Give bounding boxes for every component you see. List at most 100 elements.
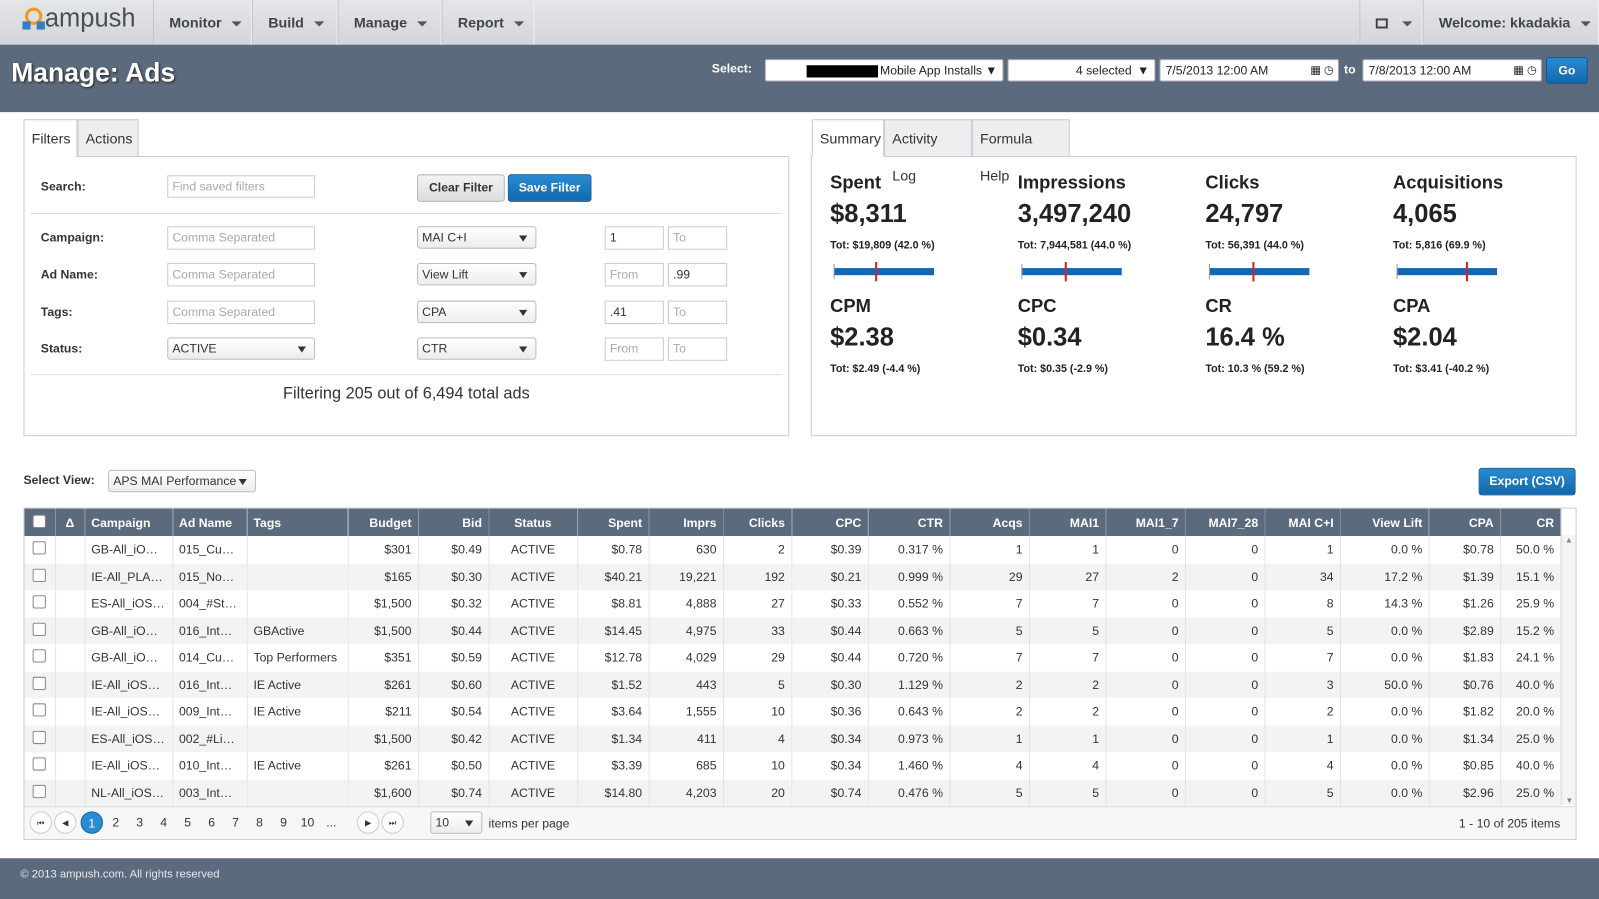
column-header[interactable]: MAI C+I (1264, 508, 1341, 537)
clear-filter-button[interactable]: Clear Filter (417, 174, 505, 202)
export-button[interactable]: Export (CSV) (1478, 467, 1576, 496)
range-from[interactable]: From (604, 262, 664, 287)
group-select[interactable]: 4 selected ▼ (1007, 59, 1156, 82)
date-to[interactable]: 7/8/2013 12:00 AM ▦ ◷ (1362, 59, 1542, 82)
summary-panel (810, 155, 1577, 437)
column-header[interactable]: Ad Name (172, 508, 248, 537)
filter-input[interactable]: Comma Separated (167, 300, 316, 325)
range-to[interactable]: To (667, 226, 728, 250)
page-link[interactable]: 5 (184, 815, 192, 830)
column-header[interactable]: Spent (577, 508, 650, 537)
tab[interactable]: Activity Log (884, 119, 972, 183)
checkbox[interactable] (32, 595, 47, 609)
checkbox[interactable] (32, 703, 47, 717)
checkbox[interactable] (32, 676, 47, 690)
save-filter-button[interactable]: Save Filter (507, 174, 592, 202)
range-to[interactable]: To (667, 300, 728, 325)
filter-input[interactable]: Comma Separated (167, 262, 316, 287)
checkbox[interactable] (32, 730, 47, 744)
column-header[interactable]: CR (1500, 508, 1562, 537)
scrollbar[interactable]: ▲ ▼ (1561, 535, 1576, 806)
page-link[interactable]: 7 (232, 815, 239, 830)
column-header[interactable]: CPC (791, 508, 869, 537)
last-page[interactable]: ⏭ (381, 811, 404, 834)
user-menu[interactable]: Welcome: kkadakia (1422, 0, 1599, 45)
nav-menu[interactable]: Build (251, 0, 338, 45)
column-header[interactable]: Clicks (723, 508, 793, 537)
column-header[interactable]: Tags (246, 508, 349, 537)
metric-select[interactable]: CPA (417, 300, 537, 324)
first-page[interactable]: ⏮ (29, 811, 53, 834)
range-from[interactable]: From (604, 337, 664, 361)
go-button[interactable]: Go (1545, 57, 1588, 84)
tab[interactable]: Formula Help (971, 119, 1070, 183)
search-input[interactable]: Find saved filters (167, 175, 316, 198)
checkbox[interactable] (32, 568, 47, 582)
tab[interactable]: Filters (23, 119, 78, 157)
column-header[interactable]: Status (488, 508, 578, 537)
metric-label: CPA (1393, 295, 1431, 316)
column-header[interactable]: Imprs (648, 508, 724, 537)
logo[interactable]: ampush (44, 4, 136, 33)
column-header[interactable]: MAI7_28 (1185, 508, 1266, 537)
account-select[interactable]: Mobile App Installs ▼ (764, 59, 1004, 82)
page-link[interactable]: 3 (136, 815, 144, 830)
nav-menu[interactable]: Monitor (152, 0, 252, 45)
table-cell: ACTIVE (488, 779, 578, 807)
checkbox[interactable] (32, 541, 47, 555)
column-header[interactable]: CPA (1428, 508, 1501, 537)
metric-total: Tot: $3.41 (-40.2 %) (1393, 362, 1490, 376)
table-cell: 25.0 % (1500, 779, 1562, 807)
column-header[interactable]: MAI1 (1029, 508, 1107, 537)
page-link[interactable]: 9 (280, 815, 287, 830)
metric-value: 4,065 (1393, 199, 1457, 229)
page-link[interactable]: 10 (300, 815, 315, 830)
range-to[interactable]: To (667, 337, 728, 361)
column-header[interactable]: Acqs (949, 508, 1030, 537)
metric-select[interactable]: MAI C+I (417, 226, 537, 249)
range-from[interactable]: 1 (604, 226, 664, 250)
filter-input[interactable]: Comma Separated (167, 226, 316, 250)
select-all-cell[interactable] (24, 508, 56, 537)
tab[interactable]: Actions (77, 119, 139, 156)
table-cell: 4,888 (648, 590, 724, 618)
tab[interactable]: Summary (811, 119, 885, 157)
checkbox[interactable] (32, 622, 47, 636)
next-page[interactable]: ▶ (356, 811, 380, 834)
date-from[interactable]: 7/5/2013 12:00 AM ▦ ◷ (1159, 59, 1339, 82)
checkbox[interactable] (32, 649, 47, 663)
checkbox[interactable] (32, 757, 47, 771)
page-link[interactable]: 6 (208, 815, 216, 830)
table-cell: IE Active (246, 752, 349, 780)
metric-select[interactable]: View Lift (417, 262, 537, 286)
column-header[interactable]: Budget (347, 508, 419, 537)
checkbox[interactable] (32, 514, 47, 528)
column-header[interactable]: Bid (418, 508, 490, 537)
page-link[interactable]: ... (326, 815, 337, 830)
column-header[interactable]: CTR (867, 508, 951, 537)
nav-menu[interactable]: Report (441, 0, 535, 45)
per-page-select[interactable]: 10 (430, 811, 483, 834)
view-select[interactable]: APS MAI Performance (108, 469, 256, 493)
column-header[interactable]: MAI1_7 (1105, 508, 1186, 537)
nav-menu[interactable]: Manage (337, 0, 442, 45)
table-cell: 0 (1105, 779, 1186, 807)
table-cell: 7 (1264, 644, 1341, 672)
column-header[interactable]: Campaign (84, 508, 173, 537)
page-link[interactable]: 1 (80, 811, 103, 834)
delta-header[interactable]: Δ (55, 508, 86, 537)
page-link[interactable]: 2 (112, 815, 120, 830)
metric-total: Tot: $2.49 (-4.4 %) (830, 362, 921, 376)
checkbox[interactable] (32, 784, 47, 798)
prev-page[interactable]: ◀ (54, 811, 77, 834)
welcome: Welcome: kkadakia (1438, 14, 1571, 31)
filter-select[interactable]: ACTIVE (167, 337, 316, 360)
table-cell: 2 (1029, 671, 1107, 699)
range-from[interactable]: .41 (604, 300, 664, 325)
column-header[interactable]: View Lift (1340, 508, 1430, 537)
range-to[interactable]: .99 (667, 262, 728, 287)
page-link[interactable]: 8 (256, 815, 263, 830)
metric-select[interactable]: CTR (417, 337, 537, 360)
inbox-menu[interactable] (1359, 0, 1423, 45)
page-link[interactable]: 4 (160, 815, 168, 830)
